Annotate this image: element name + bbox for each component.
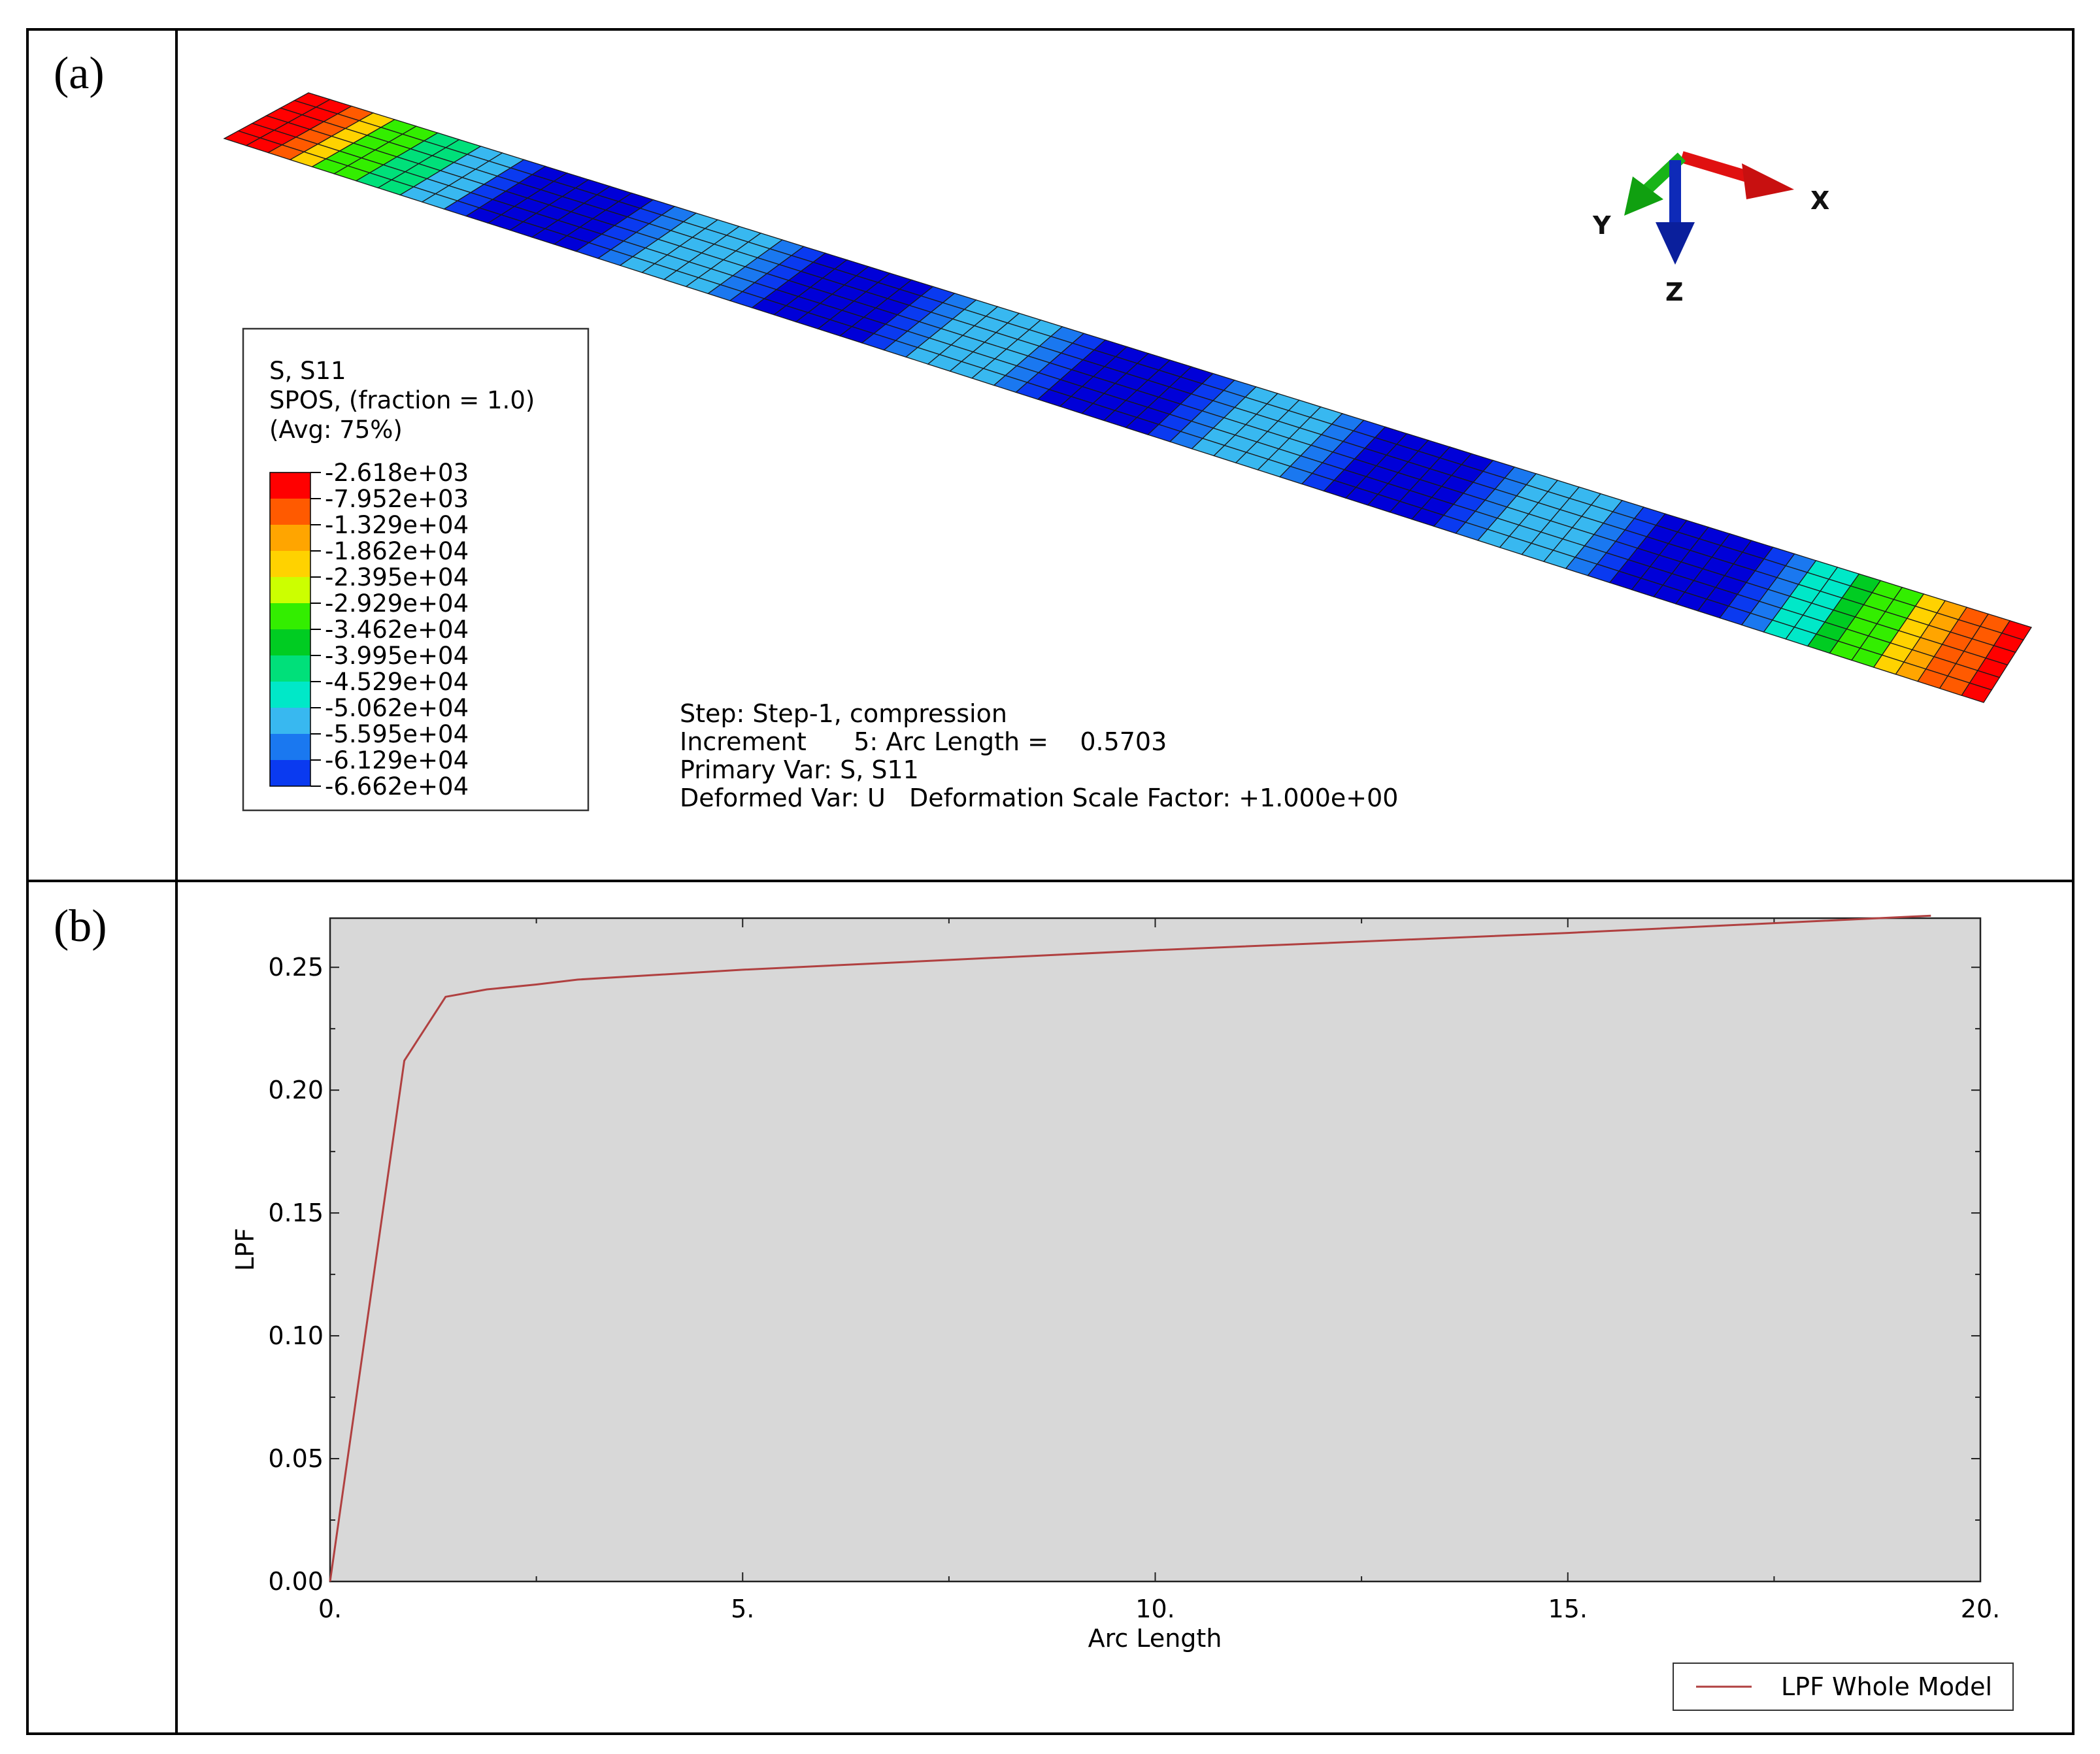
legend-value: -2.929e+04: [325, 589, 469, 618]
legend-value: -5.595e+04: [325, 720, 469, 748]
legend-color-band: [270, 734, 310, 760]
x-tick-label: 10.: [1135, 1595, 1175, 1623]
info-increment: Increment 5: Arc Length = 0.5703: [680, 727, 1167, 756]
legend-value: -2.618e+03: [325, 459, 469, 487]
plot-area: [329, 917, 1982, 1583]
y-tick-label: 0.15: [268, 1199, 324, 1227]
y-axis-arrow-head: [1624, 176, 1663, 216]
x-axis-label: X: [1810, 186, 1829, 215]
y-axis-label: Y: [1592, 211, 1611, 240]
legend-value: -1.862e+04: [325, 537, 469, 565]
z-axis-arrow-head: [1656, 222, 1695, 265]
legend-entry-lpf-whole-model: LPF Whole Model: [1781, 1672, 1992, 1701]
y-tick-label: 0.00: [268, 1567, 324, 1596]
x-tick-label: 0.: [318, 1595, 342, 1623]
legend-color-band: [270, 499, 310, 525]
x-axis-title: Arc Length: [1088, 1624, 1222, 1653]
z-axis-label: Z: [1665, 278, 1684, 306]
contour-legend-scale: -2.618e+03-7.952e+03-1.329e+04-1.862e+04…: [269, 459, 469, 801]
legend-value: -3.462e+04: [325, 616, 469, 644]
legend-value: -6.129e+04: [325, 746, 469, 774]
legend-color-band: [270, 760, 310, 786]
x-tick-label: 20.: [1961, 1595, 2000, 1623]
legend-color-band: [270, 603, 310, 629]
x-axis-arrow-head: [1742, 163, 1794, 199]
legend-color-band: [270, 629, 310, 655]
legend-value: -3.995e+04: [325, 642, 469, 670]
legend-color-band: [270, 682, 310, 708]
legend-title-1: S, S11: [269, 357, 346, 385]
series-line-lpf-whole-model: [329, 914, 1931, 1582]
y-tick-label: 0.25: [268, 953, 324, 982]
legend-value: -1.329e+04: [325, 511, 469, 539]
legend-title-2: SPOS, (fraction = 1.0): [269, 386, 535, 414]
mesh-element: [1961, 682, 1993, 703]
panel-label-a: (a): [54, 48, 105, 99]
x-tick-label: 15.: [1548, 1595, 1588, 1623]
legend-color-band: [270, 655, 310, 682]
y-tick-label: 0.10: [268, 1321, 324, 1350]
legend-value: -5.062e+04: [325, 694, 469, 722]
legend-color-band: [270, 525, 310, 551]
legend-color-band: [270, 472, 310, 499]
contour-strip: [223, 92, 2033, 703]
lpf-chart: 0. 5. 10. 15. 20. 0.00 0.05 0.10 0.15 0.20 0.25 Ar…: [231, 914, 2014, 1711]
axis-ticks: 0. 5. 10. 15. 20. 0.00 0.05 0.10 0.15 0.20 0.25: [268, 918, 2000, 1623]
legend-value: -7.952e+03: [325, 485, 469, 513]
legend-color-band: [270, 551, 310, 577]
info-primary-var: Primary Var: S, S11: [680, 755, 919, 784]
y-tick-label: 0.05: [268, 1444, 324, 1473]
legend-color-band: [270, 708, 310, 734]
axes-triad: X Y Z: [1592, 151, 1829, 306]
legend-color-band: [270, 577, 310, 603]
y-tick-label: 0.20: [268, 1076, 324, 1104]
chart-legend: LPF Whole Model: [1673, 1663, 2014, 1711]
y-axis-title: LPF: [231, 1228, 259, 1271]
legend-value: -2.395e+04: [325, 563, 469, 591]
panel-label-b: (b): [54, 901, 107, 951]
x-tick-label: 5.: [731, 1595, 754, 1623]
legend-title-3: (Avg: 75%): [269, 416, 403, 444]
info-deformed-var: Deformed Var: U Deformation Scale Factor…: [680, 784, 1398, 812]
legend-value: -4.529e+04: [325, 668, 469, 696]
info-step: Step: Step-1, compression: [680, 699, 1007, 728]
legend-value: -6.662e+04: [325, 772, 469, 801]
